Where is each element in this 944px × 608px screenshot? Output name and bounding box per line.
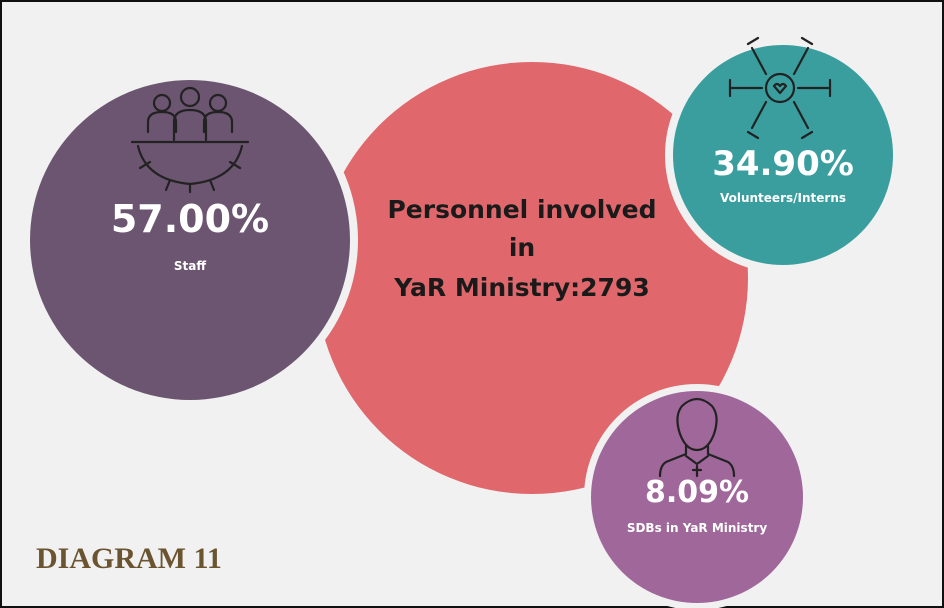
node-value: 57.00% [111,197,269,241]
sdb-icon [658,397,736,478]
volunteers-circle [673,45,893,265]
node-label: SDBs in YaR Ministry [627,521,768,535]
center-circle [316,62,748,494]
volunteers-icon [728,36,832,140]
sdb-circle [591,391,803,603]
staff-icon [130,86,250,194]
node-label: Volunteers/Interns [720,191,846,205]
caption: DIAGRAM 11 [36,542,222,575]
center-line: YaR Ministry:2793 [393,273,649,302]
node-value: 8.09% [645,475,749,510]
node-label: Staff [174,259,206,273]
center-line: Personnel involved [387,195,656,224]
staff-circle [30,80,350,400]
center-line: in [509,233,535,262]
node-value: 34.90% [712,144,854,184]
